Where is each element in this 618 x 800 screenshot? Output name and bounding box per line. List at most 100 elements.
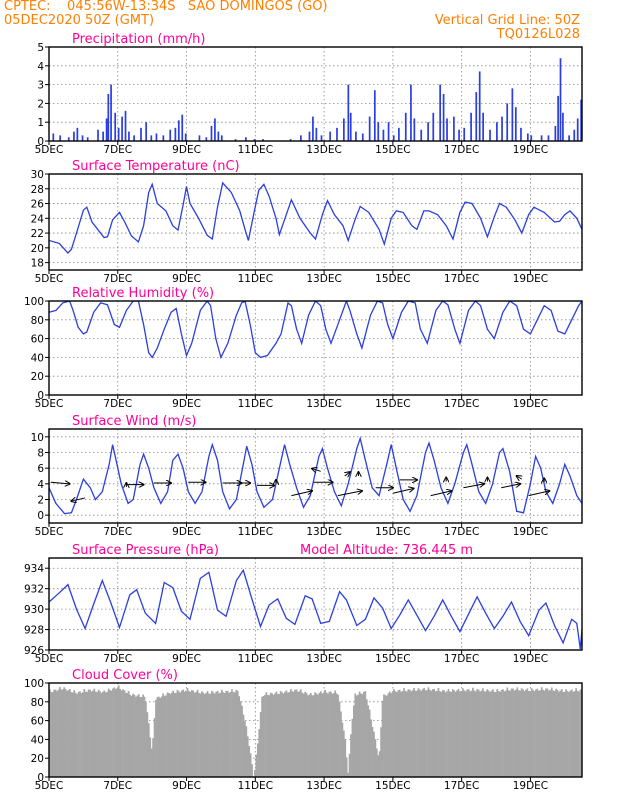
cloud-bar xyxy=(135,696,137,777)
cloud-bar xyxy=(305,693,308,777)
cloud-bar xyxy=(404,690,407,777)
cloud-bar xyxy=(107,688,110,777)
cloud-bar xyxy=(251,764,253,777)
plot-frame xyxy=(48,428,583,524)
cloud-bar xyxy=(271,693,273,777)
panel-title: Cloud Cover (%) xyxy=(72,668,178,683)
cloud-bar xyxy=(295,689,298,777)
cloud-bar xyxy=(371,726,374,777)
cloud-bar xyxy=(527,691,530,777)
precip-bar xyxy=(420,129,423,141)
cloud-bar xyxy=(536,688,539,777)
cloud-bar xyxy=(523,691,526,777)
cloud-bar xyxy=(264,694,266,777)
cloud-bar xyxy=(109,690,111,777)
y-tick-label: 930 xyxy=(24,604,44,616)
precip-bar xyxy=(368,116,371,141)
cloud-bar xyxy=(354,693,357,777)
cloud-bar xyxy=(479,691,481,777)
cloud-bar xyxy=(423,687,425,777)
x-tick-label: 19DEC xyxy=(513,653,548,665)
precip-bar xyxy=(198,135,201,141)
cloud-bar xyxy=(426,690,428,777)
cloud-bar xyxy=(298,691,301,777)
cloud-bar xyxy=(255,754,258,777)
cloud-bar xyxy=(436,690,438,777)
x-tick-label: 11DEC xyxy=(238,273,273,285)
cloud-bar xyxy=(459,691,461,777)
x-tick-label: 17DEC xyxy=(444,273,479,285)
precip-bar xyxy=(547,135,550,141)
cloud-bar xyxy=(162,693,165,777)
cloud-bar xyxy=(568,692,570,777)
cloud-bar xyxy=(460,690,463,777)
cloud-bar xyxy=(463,690,466,777)
cloud-bar xyxy=(345,757,348,777)
cloud-bar xyxy=(451,689,454,777)
humidity-panel: Relative Humidity (%) 0 20 40 60 80 100 5DEC 7DE… xyxy=(24,286,583,410)
cloud-bar xyxy=(493,691,496,777)
precip-bar xyxy=(110,84,112,141)
cloud-bar xyxy=(206,691,209,777)
cloud-bar xyxy=(424,690,427,777)
cloud-bar xyxy=(232,692,235,777)
cloud-bar xyxy=(79,691,81,777)
date-line: 05DEC2020 50Z (GMT) xyxy=(4,13,155,28)
x-tick-label: 17DEC xyxy=(444,398,479,410)
cloud-bar xyxy=(453,690,456,777)
cloud-bar xyxy=(380,727,382,777)
y-tick-label: 0 xyxy=(37,510,44,522)
cloud-bar xyxy=(145,702,147,777)
cloud-bar xyxy=(357,694,360,777)
cloud-bar xyxy=(530,688,533,777)
cloud-bar xyxy=(274,693,276,777)
cloud-bar xyxy=(51,692,54,777)
plot-frame xyxy=(48,173,583,271)
precipitation-panel: Precipitation (mm/h) 0 1 2 3 4 5 5DEC 7DEC 9DEC 11… xyxy=(35,32,583,156)
cloud-bar xyxy=(163,695,166,777)
y-tick-label: 934 xyxy=(24,563,44,575)
precip-bar xyxy=(150,135,153,141)
cloud-bar xyxy=(368,709,371,777)
wind-vector-arrow xyxy=(291,491,312,497)
precip-bar xyxy=(446,118,448,141)
cloud-bar xyxy=(122,689,124,777)
cloud-bar xyxy=(385,695,388,777)
cloud-bar xyxy=(196,689,199,777)
cloud-bar xyxy=(222,692,225,777)
cloud-bar xyxy=(433,688,436,777)
cloud-bar xyxy=(464,691,467,777)
cloud-bar xyxy=(213,693,216,777)
cloud-bar xyxy=(165,695,167,777)
y-tick-label: 22 xyxy=(31,228,44,240)
precip-bar xyxy=(557,95,559,141)
cloud-bar xyxy=(209,693,212,777)
precip-bar xyxy=(162,135,165,141)
cloud-bar xyxy=(334,690,337,777)
x-tick-label: 7DEC xyxy=(103,398,132,410)
cloud-bar xyxy=(413,688,415,777)
y-tick-label: 4 xyxy=(37,61,44,73)
y-tick-label: 0 xyxy=(37,772,44,784)
precip-bar xyxy=(262,139,264,141)
cloud-bar xyxy=(510,688,513,777)
cloud-bar xyxy=(223,693,226,777)
cloud-bar xyxy=(365,699,368,777)
precip-bar xyxy=(220,135,223,141)
y-tick-label: 8 xyxy=(37,448,44,460)
cloud-bar xyxy=(178,691,180,777)
cloud-bar xyxy=(56,691,58,777)
y-tick-label: 26 xyxy=(31,199,45,211)
cloud-bar xyxy=(492,689,494,777)
cloud-bar xyxy=(282,693,285,777)
cloud-bar xyxy=(212,692,215,777)
y-tick-label: 0 xyxy=(37,136,44,148)
cloud-bar xyxy=(50,691,53,777)
precip-bar xyxy=(329,131,331,141)
cloud-bar xyxy=(53,689,56,777)
cloud-bar xyxy=(309,692,312,777)
cloud-bar xyxy=(176,689,179,777)
series-group xyxy=(49,181,582,254)
cloud-bar xyxy=(285,690,288,777)
temperature-panel: Surface Temperature (nC) 18 20 22 24 26 28 30 5D… xyxy=(31,159,583,285)
